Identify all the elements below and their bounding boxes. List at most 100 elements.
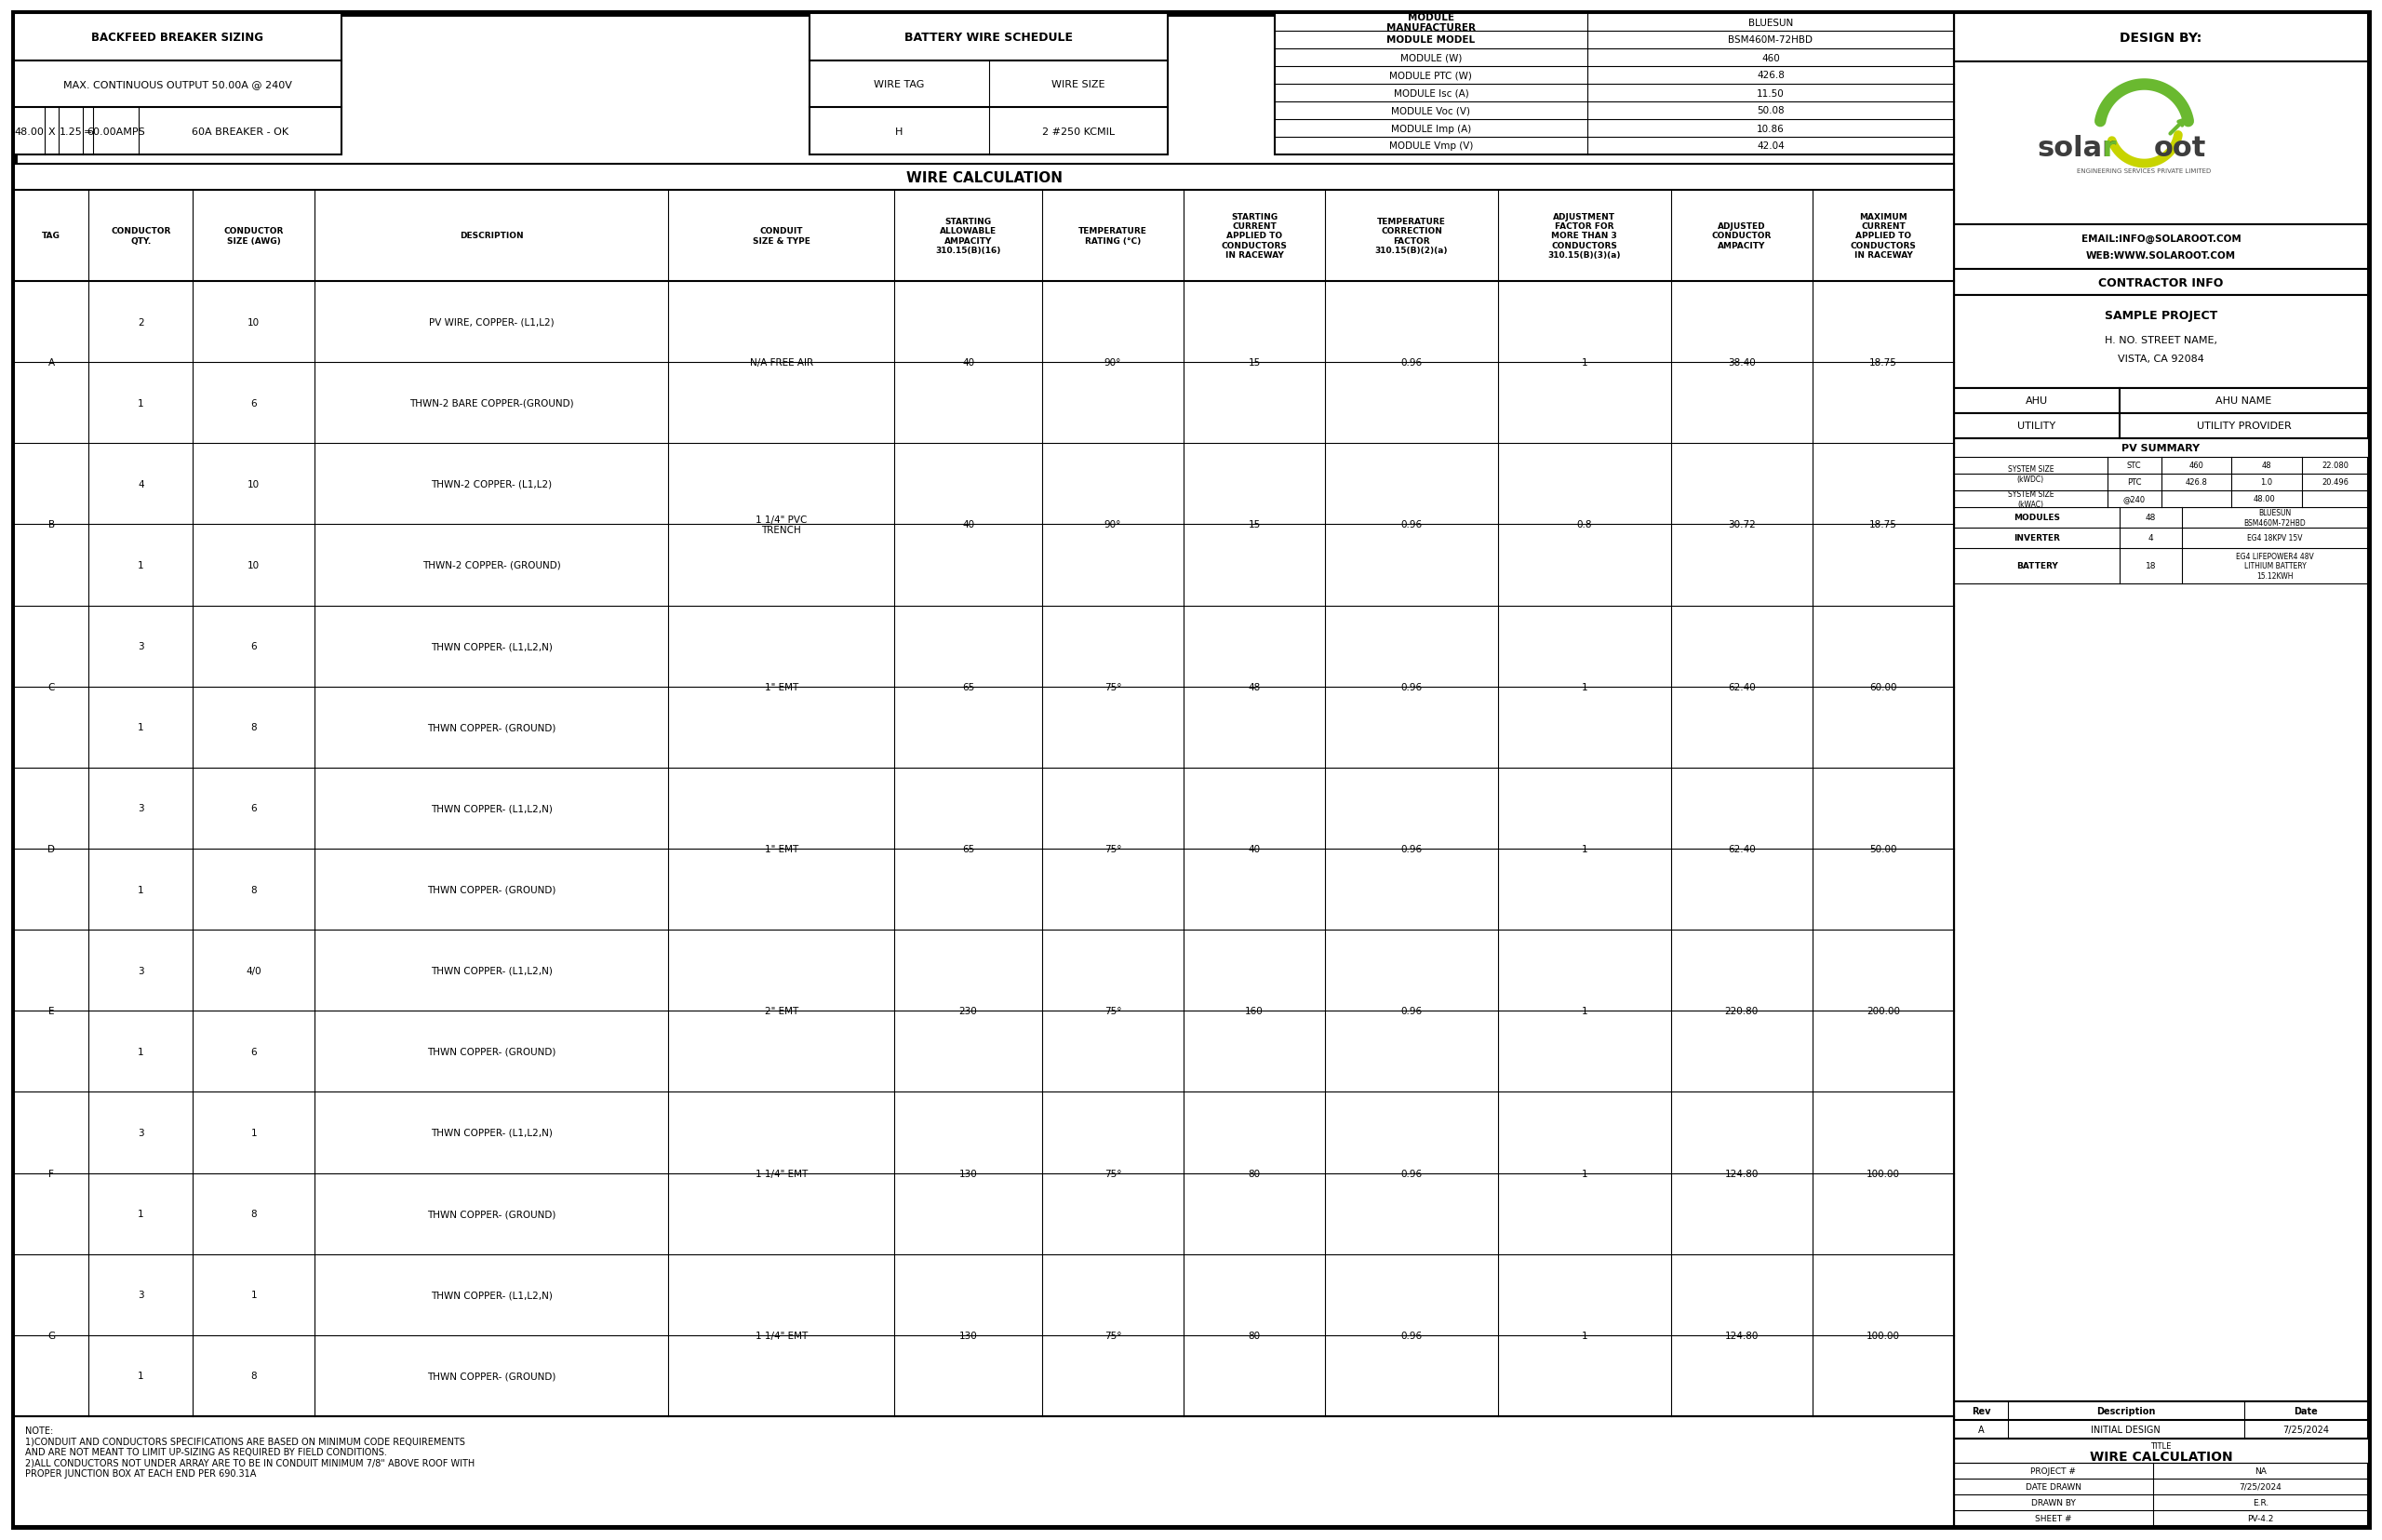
Text: 3: 3 xyxy=(138,966,143,975)
Text: THWN COPPER- (L1,L2,N): THWN COPPER- (L1,L2,N) xyxy=(431,966,553,975)
Text: 1: 1 xyxy=(138,561,143,570)
Bar xyxy=(1953,14,2368,62)
Text: CONDUCTOR
QTY.: CONDUCTOR QTY. xyxy=(112,228,172,245)
Text: MODULE Isc (A): MODULE Isc (A) xyxy=(1393,89,1470,99)
Text: 2: 2 xyxy=(138,317,143,326)
Text: EMAIL:INFO@SOLAROOT.COM: EMAIL:INFO@SOLAROOT.COM xyxy=(2082,234,2241,245)
Text: 62.40: 62.40 xyxy=(1727,844,1756,853)
Text: THWN-2 BARE COPPER-(GROUND): THWN-2 BARE COPPER-(GROUND) xyxy=(410,399,574,408)
Text: MAX. CONTINUOUS OUTPUT 50.00A @ 240V: MAX. CONTINUOUS OUTPUT 50.00A @ 240V xyxy=(64,80,293,89)
Text: 15: 15 xyxy=(1248,521,1260,530)
Bar xyxy=(1953,270,2368,296)
Text: 4/0: 4/0 xyxy=(245,966,262,975)
Text: 10.86: 10.86 xyxy=(1758,125,1784,134)
Text: F: F xyxy=(48,1169,55,1178)
Text: 0.96: 0.96 xyxy=(1401,359,1422,368)
Text: 130: 130 xyxy=(960,1331,977,1340)
Text: 1" EMT: 1" EMT xyxy=(765,844,798,853)
Text: BATTERY WIRE SCHEDULE: BATTERY WIRE SCHEDULE xyxy=(905,31,1072,43)
Text: THWN COPPER- (GROUND): THWN COPPER- (GROUND) xyxy=(426,1209,555,1218)
Text: EG4 LIFEPOWER4 48V
LITHIUM BATTERY
15.12KWH: EG4 LIFEPOWER4 48V LITHIUM BATTERY 15.12… xyxy=(2237,553,2313,581)
Text: 1: 1 xyxy=(138,399,143,408)
Text: 10: 10 xyxy=(248,317,260,326)
Text: 75°: 75° xyxy=(1105,1331,1122,1340)
Text: DESIGN BY:: DESIGN BY: xyxy=(2120,32,2201,45)
Text: E.R.: E.R. xyxy=(2253,1498,2268,1506)
Text: D: D xyxy=(48,844,55,853)
Text: 75°: 75° xyxy=(1105,1007,1122,1016)
Text: =: = xyxy=(83,128,93,137)
Text: 80: 80 xyxy=(1248,1331,1260,1340)
Text: DATE DRAWN: DATE DRAWN xyxy=(2025,1483,2082,1491)
Text: 1: 1 xyxy=(1582,844,1586,853)
Text: 1.0: 1.0 xyxy=(2261,479,2272,487)
Text: 460: 460 xyxy=(1760,54,1779,63)
Text: 0.96: 0.96 xyxy=(1401,844,1422,853)
Text: TEMPERATURE
CORRECTION
FACTOR
310.15(B)(2)(a): TEMPERATURE CORRECTION FACTOR 310.15(B)(… xyxy=(1374,217,1448,256)
Text: PV WIRE, COPPER- (L1,L2): PV WIRE, COPPER- (L1,L2) xyxy=(429,317,555,326)
Text: 0.8: 0.8 xyxy=(1577,521,1591,530)
Text: THWN COPPER- (GROUND): THWN COPPER- (GROUND) xyxy=(426,885,555,895)
Text: 3: 3 xyxy=(138,1291,143,1300)
Text: CONTRACTOR INFO: CONTRACTOR INFO xyxy=(2099,277,2222,290)
Text: 40: 40 xyxy=(962,359,974,368)
Text: A: A xyxy=(48,359,55,368)
Text: AHU NAME: AHU NAME xyxy=(2215,397,2272,407)
Text: THWN COPPER- (L1,L2,N): THWN COPPER- (L1,L2,N) xyxy=(431,642,553,651)
Text: A: A xyxy=(1977,1424,1984,1434)
Text: 22.080: 22.080 xyxy=(2322,462,2349,470)
Text: TEMPERATURE
RATING (°C): TEMPERATURE RATING (°C) xyxy=(1079,228,1148,245)
Text: 90°: 90° xyxy=(1105,359,1122,368)
Text: 1: 1 xyxy=(250,1291,257,1300)
Text: WEB:WWW.SOLAROOT.COM: WEB:WWW.SOLAROOT.COM xyxy=(2087,251,2237,260)
Text: H: H xyxy=(896,128,903,137)
Text: 6: 6 xyxy=(250,399,257,408)
Text: THWN COPPER- (GROUND): THWN COPPER- (GROUND) xyxy=(426,722,555,732)
Text: EG4 18KPV 15V: EG4 18KPV 15V xyxy=(2246,534,2303,542)
Text: 3: 3 xyxy=(138,1127,143,1138)
Text: VISTA, CA 92084: VISTA, CA 92084 xyxy=(2118,354,2203,363)
Text: 0.96: 0.96 xyxy=(1401,682,1422,691)
Text: BATTERY: BATTERY xyxy=(2015,562,2058,570)
Text: MODULE Imp (A): MODULE Imp (A) xyxy=(1391,125,1472,134)
Bar xyxy=(1274,14,1953,156)
Text: SAMPLE PROJECT: SAMPLE PROJECT xyxy=(2106,310,2218,322)
Text: 6: 6 xyxy=(250,1047,257,1056)
Text: TITLE: TITLE xyxy=(2151,1441,2172,1451)
Text: MODULE
MANUFACTURER: MODULE MANUFACTURER xyxy=(1386,12,1474,32)
Text: ENGINEERING SERVICES PRIVATE LIMITED: ENGINEERING SERVICES PRIVATE LIMITED xyxy=(2077,169,2210,174)
Text: BLUESUN
BSM460M-72HBD: BLUESUN BSM460M-72HBD xyxy=(2244,508,2306,527)
Text: 124.80: 124.80 xyxy=(1725,1331,1758,1340)
Text: MODULE PTC (W): MODULE PTC (W) xyxy=(1389,71,1472,80)
Text: 1 1/4" EMT: 1 1/4" EMT xyxy=(755,1169,807,1178)
Text: 220.80: 220.80 xyxy=(1725,1007,1758,1016)
Bar xyxy=(1953,1438,2368,1463)
Text: 7/25/2024: 7/25/2024 xyxy=(2282,1424,2330,1434)
Text: SHEET #: SHEET # xyxy=(2034,1514,2072,1523)
Text: THWN COPPER- (L1,L2,N): THWN COPPER- (L1,L2,N) xyxy=(431,1291,553,1300)
Text: 3: 3 xyxy=(138,804,143,813)
Text: BLUESUN: BLUESUN xyxy=(1748,18,1794,28)
Bar xyxy=(1953,1401,2368,1438)
Text: TAG: TAG xyxy=(43,233,60,240)
Text: 2 #250 KCMIL: 2 #250 KCMIL xyxy=(1041,128,1115,137)
Text: WIRE SIZE: WIRE SIZE xyxy=(1050,80,1105,89)
Text: 42.04: 42.04 xyxy=(1758,142,1784,151)
Bar xyxy=(1953,439,2368,457)
Text: 4: 4 xyxy=(138,480,143,490)
Text: 1: 1 xyxy=(138,1047,143,1056)
Text: THWN COPPER- (L1,L2,N): THWN COPPER- (L1,L2,N) xyxy=(431,1127,553,1138)
Text: BSM460M-72HBD: BSM460M-72HBD xyxy=(1729,35,1813,45)
Text: solar: solar xyxy=(2037,136,2115,162)
Text: 75°: 75° xyxy=(1105,682,1122,691)
Text: 1: 1 xyxy=(1582,1169,1586,1178)
Text: 0.96: 0.96 xyxy=(1401,1169,1422,1178)
Text: THWN COPPER- (GROUND): THWN COPPER- (GROUND) xyxy=(426,1047,555,1056)
Text: 10: 10 xyxy=(248,561,260,570)
Text: AHU: AHU xyxy=(2025,397,2049,407)
Text: BACKFEED BREAKER SIZING: BACKFEED BREAKER SIZING xyxy=(91,31,264,43)
Text: 130: 130 xyxy=(960,1169,977,1178)
Text: 1 1/4" EMT: 1 1/4" EMT xyxy=(755,1331,807,1340)
Text: 18: 18 xyxy=(2146,562,2156,570)
Text: SYSTEM SIZE
(kWAC): SYSTEM SIZE (kWAC) xyxy=(2008,490,2053,508)
